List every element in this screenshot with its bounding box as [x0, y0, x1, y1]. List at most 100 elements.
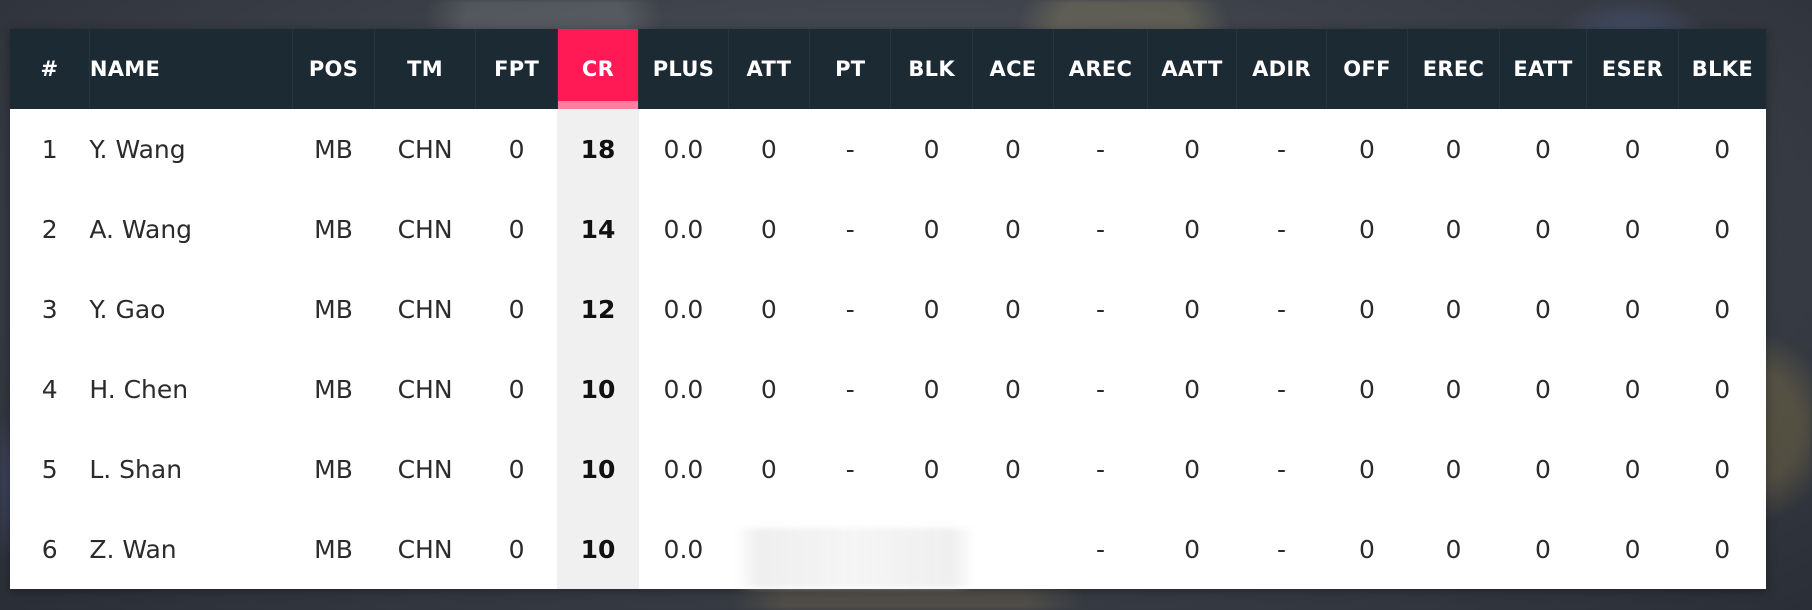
- cell-cr: 18: [557, 109, 639, 189]
- cell-erec: 0: [1445, 134, 1462, 164]
- column-header-cr[interactable]: CR: [557, 29, 640, 109]
- cell-eser: 0: [1624, 214, 1641, 244]
- cell-ace: 0: [1005, 214, 1021, 244]
- cell-pt: -: [845, 134, 855, 164]
- table-row[interactable]: 5 L. Shan MB CHN 0 10 0.0 0 - 0 0 - 0 - 0 0 0 0 0: [10, 429, 1766, 509]
- column-header-aatt[interactable]: AATT: [1147, 29, 1238, 109]
- cell-pos: MB: [314, 294, 353, 324]
- cell-aatt: 0: [1184, 214, 1200, 244]
- cell-ace: 0: [1005, 374, 1021, 404]
- cell-plus: 0.0: [663, 534, 704, 564]
- cell-eatt: 0: [1535, 374, 1551, 404]
- cell-name[interactable]: Z. Wan: [89, 534, 177, 564]
- cell-blk: 0: [923, 454, 940, 484]
- cell-aatt: 0: [1184, 294, 1200, 324]
- column-header-pos[interactable]: POS: [292, 29, 375, 109]
- cell-name[interactable]: L. Shan: [89, 454, 183, 484]
- cell-blke: 0: [1714, 534, 1731, 564]
- cell-plus: 0.0: [663, 454, 704, 484]
- cell-cr: 10: [557, 349, 639, 429]
- cell-eser: 0: [1624, 454, 1641, 484]
- table-row[interactable]: 1 Y. Wang MB CHN 0 18 0.0 0 - 0 0 - 0 - 0 0 0 0 0: [10, 109, 1766, 189]
- table-row[interactable]: 4 H. Chen MB CHN 0 10 0.0 0 - 0 0 - 0 - 0 0 0 0 0: [10, 349, 1766, 429]
- cell-cr: 12: [557, 269, 639, 349]
- cell-erec: 0: [1445, 454, 1462, 484]
- cell-arec: -: [1095, 294, 1105, 324]
- cell-fpt: 0: [508, 134, 525, 164]
- cell-rank: 4: [41, 374, 58, 404]
- cell-eser: 0: [1624, 294, 1641, 324]
- cell-fpt: 0: [508, 534, 525, 564]
- column-header-fpt[interactable]: FPT: [475, 29, 558, 109]
- table-body: 1 Y. Wang MB CHN 0 18 0.0 0 - 0 0 - 0 - 0 0 0 0 0 2 A. Wang M…: [10, 109, 1766, 589]
- cell-name[interactable]: A. Wang: [89, 214, 193, 244]
- column-header-adir[interactable]: ADIR: [1236, 29, 1327, 109]
- cell-aatt: 0: [1184, 454, 1200, 484]
- cell-att: 0: [760, 374, 777, 404]
- cell-eatt: 0: [1535, 534, 1551, 564]
- cell-pos: MB: [314, 134, 353, 164]
- column-header-pt[interactable]: PT: [809, 29, 892, 109]
- column-header-plus[interactable]: PLUS: [638, 29, 729, 109]
- cell-arec: -: [1095, 534, 1105, 564]
- cell-blk: 0: [923, 294, 940, 324]
- column-header-ace[interactable]: ACE: [972, 29, 1055, 109]
- cell-erec: 0: [1445, 374, 1462, 404]
- cell-erec: 0: [1445, 214, 1462, 244]
- cell-rank: 5: [41, 454, 58, 484]
- cell-rank: 3: [41, 294, 58, 324]
- player-stats-table: # NAME POS TM FPT CR PLUS ATT PT BLK ACE…: [10, 29, 1766, 589]
- cell-erec: 0: [1445, 534, 1462, 564]
- cell-erec: 0: [1445, 294, 1462, 324]
- column-header-blk[interactable]: BLK: [890, 29, 973, 109]
- cell-off: 0: [1359, 134, 1375, 164]
- cell-fpt: 0: [508, 454, 525, 484]
- cell-aatt: 0: [1184, 534, 1200, 564]
- column-header-blke: BLKE: [1691, 57, 1753, 81]
- cell-pos: MB: [314, 454, 353, 484]
- cell-pos: MB: [314, 374, 353, 404]
- cell-att: 0: [760, 454, 777, 484]
- cell-tm: CHN: [397, 454, 453, 484]
- cell-eatt: 0: [1535, 214, 1551, 244]
- cell-ace: 0: [1005, 454, 1021, 484]
- cell-pt: [810, 509, 891, 589]
- cell-adir: -: [1277, 294, 1287, 324]
- cell-arec: -: [1095, 374, 1105, 404]
- table-row[interactable]: 2 A. Wang MB CHN 0 14 0.0 0 - 0 0 - 0 - 0 0 0 0 0: [10, 189, 1766, 269]
- column-header-eatt[interactable]: EATT: [1499, 29, 1588, 109]
- cell-tm: CHN: [397, 534, 453, 564]
- cell-eatt: 0: [1535, 134, 1551, 164]
- column-header-rank[interactable]: #: [10, 29, 90, 109]
- cell-name[interactable]: Y. Gao: [89, 294, 166, 324]
- column-header-arec[interactable]: AREC: [1053, 29, 1148, 109]
- table-row[interactable]: 6 Z. Wan MB CHN 0 10 0.0 - 0 - 0 0 0 0 0: [10, 509, 1766, 589]
- cell-adir: -: [1277, 374, 1287, 404]
- cell-blk: 0: [923, 134, 940, 164]
- cell-blke: 0: [1714, 214, 1731, 244]
- column-header-name[interactable]: NAME: [89, 29, 294, 109]
- cell-plus: 0.0: [663, 374, 704, 404]
- column-header-att[interactable]: ATT: [728, 29, 811, 109]
- cell-eser: 0: [1624, 534, 1641, 564]
- cell-blke: 0: [1714, 134, 1731, 164]
- cell-pt: -: [845, 214, 855, 244]
- cell-cr: 14: [557, 189, 639, 269]
- column-header-off[interactable]: OFF: [1326, 29, 1409, 109]
- cell-tm: CHN: [397, 134, 453, 164]
- table-row[interactable]: 3 Y. Gao MB CHN 0 12 0.0 0 - 0 0 - 0 - 0 0 0 0 0: [10, 269, 1766, 349]
- cell-name[interactable]: Y. Wang: [89, 134, 186, 164]
- column-header-eser[interactable]: ESER: [1586, 29, 1679, 109]
- cell-eser: 0: [1624, 134, 1641, 164]
- cell-blk: 0: [923, 214, 940, 244]
- cell-plus: 0.0: [663, 294, 704, 324]
- column-header-tm[interactable]: TM: [374, 29, 477, 109]
- cell-name[interactable]: H. Chen: [89, 374, 189, 404]
- cell-eatt: 0: [1535, 454, 1551, 484]
- cell-att: [728, 509, 809, 589]
- cell-fpt: 0: [508, 214, 525, 244]
- cell-arec: -: [1095, 214, 1105, 244]
- cell-rank: 1: [41, 134, 58, 164]
- column-header-erec[interactable]: EREC: [1407, 29, 1500, 109]
- cell-rank: 2: [41, 214, 58, 244]
